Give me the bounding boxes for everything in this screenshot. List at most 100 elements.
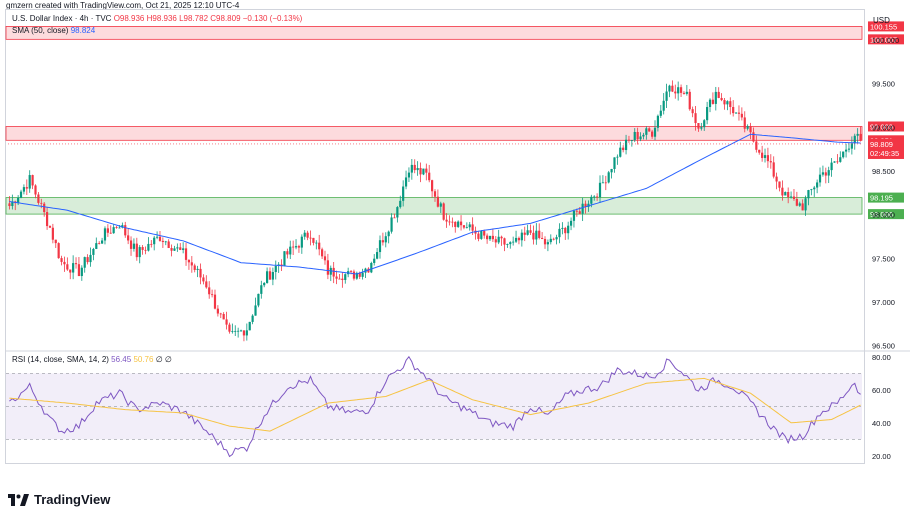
candle[interactable] — [494, 236, 497, 248]
candle[interactable] — [682, 91, 686, 95]
candle[interactable] — [604, 175, 607, 191]
candle[interactable] — [416, 161, 419, 176]
candle[interactable] — [225, 311, 228, 330]
candle[interactable] — [376, 248, 379, 260]
candle[interactable] — [138, 245, 141, 264]
candle[interactable] — [66, 257, 69, 271]
candle[interactable] — [552, 237, 555, 241]
candle[interactable] — [555, 234, 558, 245]
candle[interactable] — [445, 213, 448, 228]
candle[interactable] — [153, 235, 156, 251]
candle[interactable] — [22, 184, 26, 195]
candle[interactable] — [399, 195, 402, 209]
candle[interactable] — [98, 241, 101, 245]
candle[interactable] — [567, 221, 570, 240]
candle[interactable] — [161, 237, 164, 248]
candle[interactable] — [454, 221, 457, 233]
candle[interactable] — [827, 166, 830, 184]
candle[interactable] — [691, 106, 694, 118]
candle[interactable] — [190, 256, 193, 273]
candle[interactable] — [167, 239, 170, 249]
candle[interactable] — [274, 260, 277, 280]
candle[interactable] — [329, 265, 332, 282]
candle[interactable] — [677, 81, 680, 101]
candle[interactable] — [468, 221, 471, 231]
candle[interactable] — [798, 201, 801, 207]
candle[interactable] — [813, 185, 816, 197]
candle[interactable] — [28, 170, 31, 193]
candle[interactable] — [674, 84, 677, 99]
candle[interactable] — [176, 243, 179, 252]
candle[interactable] — [410, 159, 413, 180]
candle[interactable] — [653, 120, 657, 141]
candle[interactable] — [665, 83, 668, 109]
candle[interactable] — [558, 223, 561, 244]
candle[interactable] — [648, 127, 651, 132]
candle[interactable] — [260, 280, 263, 299]
candle[interactable] — [202, 274, 205, 285]
candle[interactable] — [639, 132, 642, 142]
candle[interactable] — [86, 254, 89, 265]
candle[interactable] — [199, 263, 202, 285]
candle[interactable] — [390, 213, 393, 234]
candle[interactable] — [541, 232, 544, 240]
candle[interactable] — [425, 163, 428, 181]
candle[interactable] — [488, 235, 492, 241]
candle[interactable] — [561, 222, 564, 235]
candle[interactable] — [651, 129, 654, 139]
candle[interactable] — [147, 237, 150, 252]
candle[interactable] — [627, 135, 631, 143]
candle[interactable] — [642, 132, 645, 140]
candle[interactable] — [127, 228, 130, 245]
candle[interactable] — [737, 105, 741, 121]
candle[interactable] — [772, 156, 775, 179]
candle[interactable] — [268, 267, 272, 280]
candle[interactable] — [92, 247, 95, 261]
rsi-ma-line[interactable] — [9, 377, 861, 432]
candle[interactable] — [766, 147, 770, 168]
candle[interactable] — [442, 202, 445, 221]
candle[interactable] — [216, 305, 219, 317]
candle[interactable] — [708, 98, 712, 113]
candle[interactable] — [109, 225, 112, 234]
candle[interactable] — [532, 225, 535, 245]
candle[interactable] — [694, 106, 697, 131]
candle[interactable] — [34, 184, 37, 199]
candle[interactable] — [836, 154, 839, 164]
candle[interactable] — [8, 196, 11, 210]
candle[interactable] — [309, 230, 312, 246]
candle[interactable] — [303, 230, 306, 240]
candle[interactable] — [31, 174, 34, 190]
candle[interactable] — [630, 139, 633, 147]
candle[interactable] — [792, 188, 796, 201]
candle[interactable] — [486, 233, 489, 244]
candle[interactable] — [761, 145, 764, 162]
candle[interactable] — [448, 215, 451, 226]
candle[interactable] — [500, 235, 503, 246]
candle[interactable] — [187, 259, 191, 270]
candle[interactable] — [711, 92, 715, 105]
candle[interactable] — [720, 93, 723, 102]
candle[interactable] — [601, 175, 605, 184]
candle[interactable] — [474, 226, 477, 240]
candle[interactable] — [859, 126, 862, 142]
candle[interactable] — [254, 297, 257, 316]
candle[interactable] — [257, 293, 260, 308]
candle[interactable] — [245, 323, 248, 341]
candle[interactable] — [45, 206, 49, 230]
candle[interactable] — [43, 202, 46, 217]
candle[interactable] — [364, 267, 367, 279]
candle[interactable] — [656, 114, 660, 132]
candle[interactable] — [856, 128, 859, 143]
candle[interactable] — [428, 164, 431, 183]
candle[interactable] — [569, 217, 573, 231]
candle[interactable] — [265, 267, 269, 284]
candle[interactable] — [723, 98, 726, 110]
candle[interactable] — [549, 234, 552, 245]
candle[interactable] — [752, 127, 755, 143]
candle[interactable] — [25, 179, 28, 195]
candle[interactable] — [179, 243, 182, 251]
candle[interactable] — [523, 226, 526, 242]
candle[interactable] — [83, 256, 86, 273]
candle[interactable] — [373, 254, 376, 266]
